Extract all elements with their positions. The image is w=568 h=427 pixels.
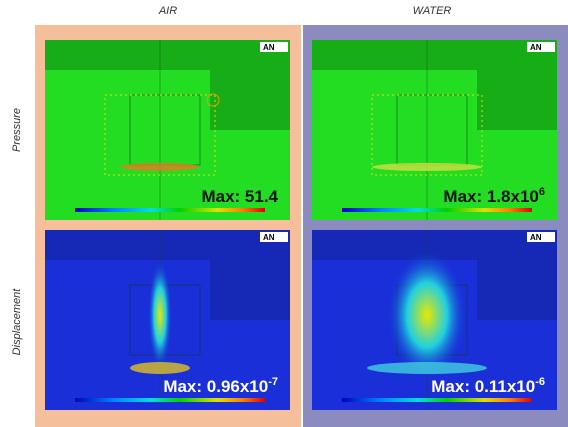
structure-top: [312, 40, 557, 70]
max-value: Max: 51.4: [201, 187, 278, 206]
max-exponent: 6: [539, 186, 545, 198]
max-text: Max: 0.11x10: [431, 377, 535, 396]
displacement-field: [148, 260, 172, 370]
structure-top: [45, 40, 290, 70]
structure-right: [210, 260, 290, 320]
result-panel: AN Max: 0.11x10-6: [312, 230, 557, 410]
column-header: WATER: [413, 5, 452, 17]
structure-right: [477, 260, 557, 320]
color-bar: [342, 208, 532, 212]
max-text: Max: 1.8x10: [443, 187, 538, 206]
displacement-base: [367, 362, 487, 374]
structure-right: [477, 70, 557, 130]
max-value: Max: 1.8x106: [443, 186, 545, 206]
color-bar: [75, 208, 265, 212]
column-header: AIR: [158, 5, 177, 17]
color-bar: [75, 398, 265, 402]
pressure-spot: [120, 163, 200, 171]
color-bar: [342, 398, 532, 402]
displacement-base: [130, 362, 190, 374]
row-label: Pressure: [11, 108, 23, 152]
displacement-field: [387, 250, 467, 380]
logo: AN: [530, 233, 542, 242]
pressure-spot: [372, 163, 482, 171]
structure-top: [45, 230, 290, 260]
logo: AN: [263, 233, 275, 242]
result-panel: AN Max: 0.96x10-7: [45, 230, 290, 410]
max-value: Max: 0.11x10-6: [431, 376, 545, 396]
result-panel: AN Max: 51.4: [45, 40, 290, 220]
row-label: Displacement: [11, 288, 23, 356]
logo: AN: [530, 43, 542, 52]
structure-right: [210, 70, 290, 130]
max-exponent: -7: [268, 376, 278, 388]
max-exponent: -6: [535, 376, 545, 388]
figure: AIR WATER Pressure Displacement AN Max: 5…: [0, 0, 568, 427]
max-text: Max: 0.96x10: [163, 377, 268, 396]
max-text: Max: 51.4: [201, 187, 278, 206]
result-panel: AN Max: 1.8x106: [312, 40, 557, 220]
logo: AN: [263, 43, 275, 52]
max-value: Max: 0.96x10-7: [163, 376, 278, 396]
